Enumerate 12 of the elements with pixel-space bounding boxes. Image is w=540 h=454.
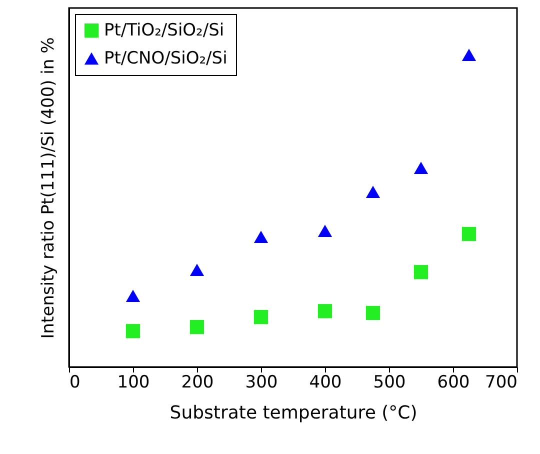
legend-label: Pt/TiO₂/SiO₂/Si bbox=[104, 20, 224, 40]
x-tick-label: 0 bbox=[70, 372, 80, 392]
x-tick-label: 200 bbox=[181, 372, 214, 392]
x-tick-label: 300 bbox=[245, 372, 278, 392]
x-tick-label: 400 bbox=[309, 372, 342, 392]
x-tick-label: 600 bbox=[437, 372, 470, 392]
x-tick-label: 500 bbox=[373, 372, 406, 392]
x-tick-label: 700 bbox=[485, 372, 518, 392]
x-tick-label: 100 bbox=[117, 372, 150, 392]
x-axis-title: Substrate temperature (°C) bbox=[170, 402, 418, 424]
legend-label: Pt/CNO/SiO₂/Si bbox=[104, 48, 228, 68]
y-axis-title: Intensity ratio Pt(111)/Si (400) in % bbox=[38, 37, 58, 339]
